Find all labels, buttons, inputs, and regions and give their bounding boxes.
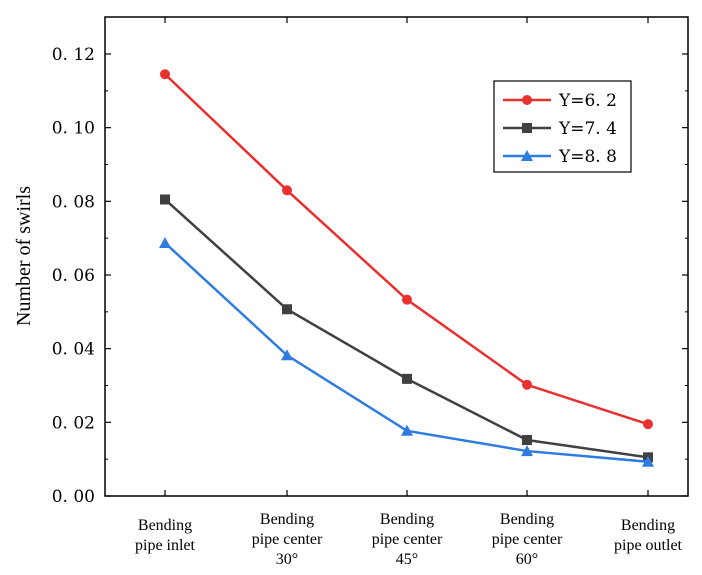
data-point [522, 123, 532, 133]
data-point [160, 194, 170, 205]
y-axis: 0. 00 0. 02 0. 04 0. 06 0. 08 0. 10 0. 12 [52, 45, 688, 507]
series-line [164, 198, 649, 459]
data-point [521, 445, 533, 457]
y-tick-label: 0. 08 [52, 192, 95, 212]
data-point [521, 150, 533, 161]
data-point [160, 69, 170, 80]
plot-frame [104, 16, 689, 497]
data-point [522, 435, 532, 446]
data-point [401, 424, 413, 436]
data-point [522, 379, 532, 390]
y-tick-label: 0. 02 [52, 413, 95, 433]
legend-label: Y=8. 8 [558, 147, 617, 167]
x-tick-label: Bending pipe center 60° [492, 511, 563, 568]
x-tick-label-line: pipe outlet [614, 537, 683, 554]
x-tick-label: Bending pipe center 30° [252, 511, 323, 568]
x-tick-label: Bending pipe inlet [135, 517, 196, 554]
x-tick-label-line: pipe center [252, 531, 323, 548]
data-point [282, 304, 292, 315]
y-tick-label: 0. 06 [52, 266, 95, 286]
x-tick-label: Bending pipe center 45° [372, 511, 443, 568]
data-point [159, 236, 171, 248]
y-tick-label: 0. 10 [52, 119, 95, 139]
x-tick-label-line: 45° [396, 551, 418, 568]
x-tick-label-line: 30° [276, 551, 298, 568]
data-point [643, 419, 653, 430]
data-point [402, 373, 412, 384]
data-point [282, 185, 292, 196]
y-tick-label: 0. 00 [52, 487, 95, 507]
x-tick-label: Bending pipe outlet [614, 517, 683, 554]
y-tick-label: 0. 04 [52, 340, 95, 360]
x-tick-label-line: pipe center [492, 531, 563, 548]
x-tick-label-line: pipe inlet [135, 537, 196, 554]
x-tick-label-line: Bending [260, 511, 314, 528]
x-tick-label-line: Bending [380, 511, 434, 528]
legend: Y=6. 2 Y=7. 4 Y=8. 8 [493, 80, 632, 173]
x-tick-label-line: 60° [516, 551, 538, 568]
data-point [281, 349, 293, 361]
x-tick-label-line: Bending [500, 511, 554, 528]
y-axis-title: Number of swirls [13, 186, 35, 326]
data-point [642, 455, 654, 467]
series-layer [159, 69, 654, 467]
data-point [522, 95, 532, 105]
legend-label: Y=7. 4 [558, 119, 617, 139]
x-tick-label-line: Bending [138, 517, 192, 534]
data-point [402, 294, 412, 305]
y-tick-label: 0. 12 [52, 45, 95, 65]
x-tick-label-line: Bending [621, 517, 675, 534]
legend-label: Y=6. 2 [558, 91, 617, 111]
x-tick-label-line: pipe center [372, 531, 443, 548]
